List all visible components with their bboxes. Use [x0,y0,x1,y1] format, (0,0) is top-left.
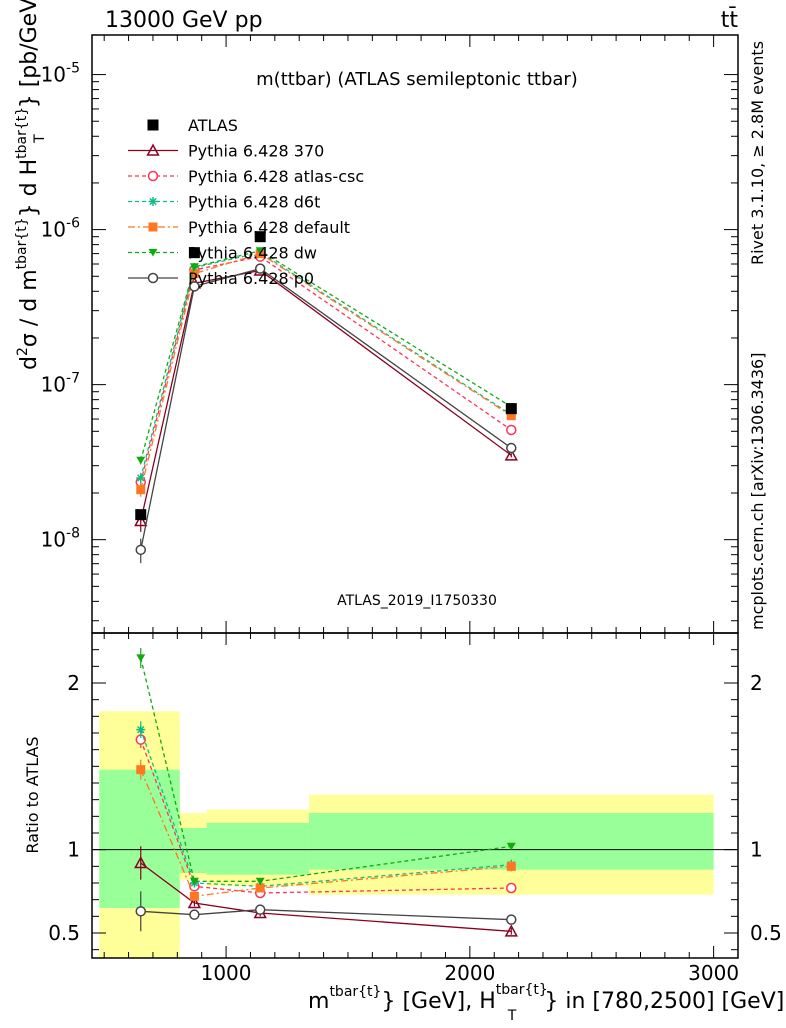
ratio-tick-label-right-1: 1 [750,838,763,862]
legend-label-5: Pythia 6.428 dw [188,244,317,263]
series-3-ratio-point [136,725,146,735]
series-1-ratio-line [140,862,512,932]
legend-label-2: Pythia 6.428 atlas-csc [188,167,364,186]
series-1-ratio-point [134,856,148,869]
series-1-point [134,514,148,527]
series-6-ratio-point [254,904,266,915]
series-0-point [254,231,266,243]
legend-marker-5 [148,248,158,257]
series-1-ratio-point [504,924,518,937]
series-5-ratio-point [506,842,516,851]
green-band-0 [99,769,180,908]
y-tick-label-2: 10-6 [41,216,81,242]
series-6-line [140,267,512,550]
x-axis-label: mtbar{t}} [GeV], Htbar{t} T} in [780,2500… [308,982,784,1024]
ratio-axis-label: Ratio to ATLAS [23,736,42,853]
main-y-axis-label: d2σ / d mtbar{t}} d Htbar{t}T} [pb/GeV2] [14,0,48,370]
legend-marker-0 [147,119,159,131]
series-6-point [506,442,517,454]
x-tick-label-2: 3000 [688,961,739,985]
series-6-ratio-point [135,906,147,917]
ratio-plot-border [91,632,739,959]
chart-title: m(ttbar) (ATLAS semileptonic ttbar) [256,69,578,90]
series-6-point [254,263,266,274]
ratio-panel-frame: 1000 2000 3000 0.5 0.5 1 1 2 2 [48,632,782,985]
series-1-ratio-point [187,896,202,909]
y-tick-label-3: 10-5 [41,61,80,87]
series-2-point [506,424,517,436]
series-5-ratio-point [255,877,265,886]
uncertainty-bands [99,711,714,958]
ratio-tick-label-right-2: 2 [750,671,763,695]
series-0-point [135,509,147,521]
analysis-id-label: ATLAS_2019_I1750330 [337,593,497,609]
series-5-point [136,456,146,465]
series-6-ratio-point [189,909,200,920]
series-0-point [505,403,517,415]
series-5-ratio-point [136,654,146,663]
rivet-version-label: Rivet 3.1.10, ≥ 2.8M events [748,41,767,265]
legend-marker-2 [147,170,159,182]
ratio-tick-label-right-0: 0.5 [750,921,782,945]
series-1-line [140,269,512,522]
series-6-point [135,544,147,556]
series-5-ratio-point [189,877,199,886]
series-4-ratio-point [255,883,265,893]
series-2-ratio-point [506,882,517,894]
series-6-point [189,281,200,292]
series-3-point [136,473,146,483]
ratio-tick-label-0: 0.5 [48,921,80,945]
mcplots-source-label: mcplots.cern.ch [arXiv:1306.3436] [748,353,767,630]
x-tick-label-0: 1000 [201,961,252,985]
series-3-line [140,251,512,479]
green-band-1 [179,828,207,873]
series-5-point [189,263,199,271]
series-4-ratio-point [189,891,199,901]
series-6-ratio-line [140,909,512,921]
series-4-ratio-point [136,765,146,775]
legend-marker-6 [147,272,159,284]
series-4-ratio-line [140,769,512,898]
legend-label-3: Pythia 6.428 d6t [188,193,320,212]
main-panel-series [134,231,518,564]
legend-marker-3 [148,197,158,206]
legend-label-1: Pythia 6.428 370 [188,142,324,161]
series-6-ratio-point [506,914,517,925]
series-4-point [136,485,146,495]
series-4-point [189,269,199,279]
legend-label-6: Pythia 6.428 p0 [188,269,314,288]
legend: ATLAS Pythia 6.428 370 Pythia 6.428 atlas-… [128,116,364,288]
y-tick-label-1: 10-7 [41,371,80,397]
legend-marker-4 [148,222,158,232]
ratio-tick-label-1: 1 [67,838,80,862]
series-0-point [188,247,200,259]
ratio-panel-series [134,648,518,937]
green-band-2 [206,823,309,875]
main-panel-frame: 10-8 10-7 10-6 10-5 [41,34,739,634]
y-tick-label-0: 10-8 [41,526,80,552]
x-tick-label-1: 2000 [444,961,495,985]
process-label: tt̄ [721,7,739,33]
series-5-point [255,247,265,255]
legend-label-0: ATLAS [188,116,238,135]
legend-label-4: Pythia 6.428 default [188,218,350,237]
series-4-line [140,252,512,490]
series-1-point [504,448,518,461]
series-4-point [506,411,516,421]
series-5-line [140,250,512,461]
energy-label: 13000 GeV pp [105,8,263,33]
legend-marker-1 [146,143,160,156]
series-5-ratio-line [140,657,512,882]
series-2-ratio-line [140,739,512,894]
ratio-tick-label-2: 2 [67,671,80,695]
series-4-ratio-point [506,861,516,871]
